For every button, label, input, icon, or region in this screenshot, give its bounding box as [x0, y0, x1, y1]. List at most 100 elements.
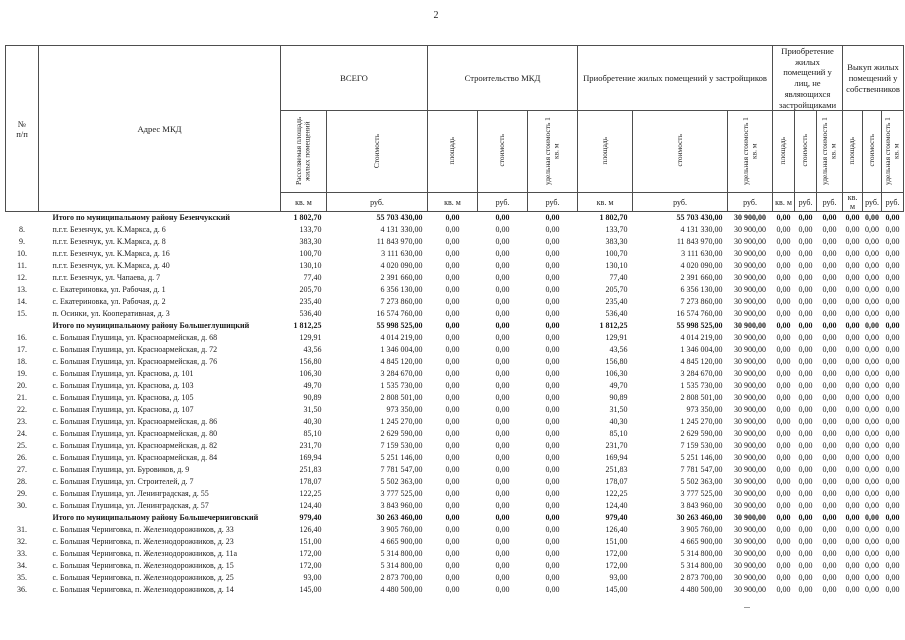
value-cell: 0,00 — [822, 237, 837, 247]
value-cell: 0,00 — [445, 345, 460, 355]
value-cell: 0,00 — [845, 501, 860, 511]
value-cell: 0,00 — [545, 561, 560, 571]
value-cell: 93,00 — [609, 573, 628, 583]
value-cell: 124,40 — [605, 501, 628, 511]
value-cell: 0,00 — [545, 417, 560, 427]
value-cell: 0,00 — [495, 489, 510, 499]
value-cell: 0,00 — [845, 561, 860, 571]
unit-developers-cost: руб. — [632, 192, 729, 213]
value-cell: 0,00 — [822, 405, 837, 415]
value-cell: 0,00 — [776, 237, 791, 247]
value-cell: 55 703 430,00 — [676, 213, 723, 223]
value-cell: 0,00 — [885, 549, 900, 559]
value-cell: 30 900,00 — [734, 273, 767, 283]
col-header-persons-cost: стоимость — [794, 110, 818, 194]
table-row: 12. п.г.т. Безенчук, ул. Чапаева, д. 7 77,… — [6, 272, 904, 284]
value-cell: 0,00 — [445, 501, 460, 511]
address-cell: с. Екатериновка, ул. Рабочая, д. 1 — [52, 285, 166, 295]
value-cell: 0,00 — [865, 549, 880, 559]
value-cell: 536,40 — [605, 309, 628, 319]
value-cell: 0,00 — [822, 249, 837, 259]
value-cell: 0,00 — [845, 225, 860, 235]
value-cell: 0,00 — [495, 393, 510, 403]
value-cell: 178,07 — [605, 477, 628, 487]
value-cell: 0,00 — [495, 345, 510, 355]
value-cell: 0,00 — [865, 213, 880, 223]
value-cell: 0,00 — [445, 249, 460, 259]
address-cell: с. Большая Глушица, ул. Краснова, д. 101 — [52, 369, 194, 379]
value-cell: 156,80 — [299, 357, 322, 367]
value-cell: 30 900,00 — [734, 453, 767, 463]
value-cell: 3 905 760,00 — [680, 525, 723, 535]
address-cell: с. Большая Глушица, ул. Краснова, д. 107 — [52, 405, 194, 415]
unit-buyout-unit-cost: руб. — [881, 192, 905, 213]
value-cell: 16 574 760,00 — [676, 309, 723, 319]
value-cell: 0,00 — [445, 309, 460, 319]
value-cell: 3 843 960,00 — [680, 501, 723, 511]
col-header-buyout-cost: стоимость — [862, 110, 883, 194]
value-cell: 4 131 330,00 — [380, 225, 423, 235]
value-cell: 0,00 — [865, 369, 880, 379]
value-cell: 172,00 — [299, 549, 322, 559]
value-cell: 0,00 — [445, 441, 460, 451]
group-header-total: ВСЕГО — [280, 44, 428, 112]
row-number-cell: 18. — [17, 357, 27, 367]
value-cell: 0,00 — [445, 537, 460, 547]
table-row: 26. с. Большая Глушица, ул. Красноармейск… — [6, 452, 904, 464]
row-number-cell: 30. — [17, 501, 27, 511]
value-cell: 0,00 — [495, 549, 510, 559]
value-cell: 0,00 — [545, 501, 560, 511]
value-cell: 0,00 — [845, 309, 860, 319]
value-cell: 0,00 — [445, 561, 460, 571]
unit-persons-unit-cost: руб. — [816, 192, 844, 213]
row-number-cell: 10. — [17, 249, 27, 259]
col-header-construction-unit-cost: удельная стоимость 1 кв. м — [526, 110, 579, 194]
value-cell: 0,00 — [776, 213, 791, 223]
table-row: 31. с. Большая Черниговка, п. Железнодоро… — [6, 524, 904, 536]
value-cell: 0,00 — [545, 345, 560, 355]
value-cell: 0,00 — [545, 405, 560, 415]
value-cell: 0,00 — [776, 501, 791, 511]
address-cell: с. Большая Глушица, ул. Красноармейская,… — [52, 345, 218, 355]
value-cell: 0,00 — [776, 429, 791, 439]
col-header-address: Адрес МКД — [38, 44, 281, 213]
address-cell: с. Большая Глушица, ул. Красноармейская,… — [52, 453, 218, 463]
value-cell: 0,00 — [865, 261, 880, 271]
table-row: 34. с. Большая Черниговка, п. Железнодоро… — [6, 560, 904, 572]
value-cell: 0,00 — [776, 333, 791, 343]
value-cell: 0,00 — [865, 501, 880, 511]
table-row: 27. с. Большая Глушица, ул. Буровиков, д.… — [6, 464, 904, 476]
value-cell: 0,00 — [865, 429, 880, 439]
value-cell: 0,00 — [776, 573, 791, 583]
value-cell: 231,70 — [605, 441, 628, 451]
value-cell: 100,70 — [605, 249, 628, 259]
value-cell: 0,00 — [545, 453, 560, 463]
value-cell: 0,00 — [495, 453, 510, 463]
unit-construction-cost: руб. — [477, 192, 528, 213]
value-cell: 5 314 800,00 — [680, 549, 723, 559]
value-cell: 0,00 — [885, 417, 900, 427]
value-cell: 0,00 — [445, 261, 460, 271]
value-cell: 0,00 — [822, 261, 837, 271]
value-cell: 0,00 — [495, 525, 510, 535]
value-cell: 0,00 — [885, 261, 900, 271]
value-cell: 251,83 — [299, 465, 322, 475]
row-number-cell: 11. — [17, 261, 27, 271]
value-cell: 0,00 — [798, 261, 813, 271]
value-cell: 156,80 — [605, 357, 628, 367]
value-cell: 4 020 090,00 — [680, 261, 723, 271]
unit-construction-area: кв. м — [427, 192, 478, 213]
row-number-cell: 14. — [17, 297, 27, 307]
value-cell: 0,00 — [798, 237, 813, 247]
value-cell: 0,00 — [495, 309, 510, 319]
address-cell: с. Большая Глушица, ул. Красноармейская,… — [52, 333, 218, 343]
value-cell: 0,00 — [776, 225, 791, 235]
value-cell: 30 900,00 — [734, 573, 767, 583]
value-cell: 30 900,00 — [734, 537, 767, 547]
value-cell: 122,25 — [605, 489, 628, 499]
value-cell: 0,00 — [445, 573, 460, 583]
value-cell: 126,40 — [299, 525, 322, 535]
value-cell: 973 350,00 — [386, 405, 423, 415]
row-number-cell: 34. — [17, 561, 27, 571]
